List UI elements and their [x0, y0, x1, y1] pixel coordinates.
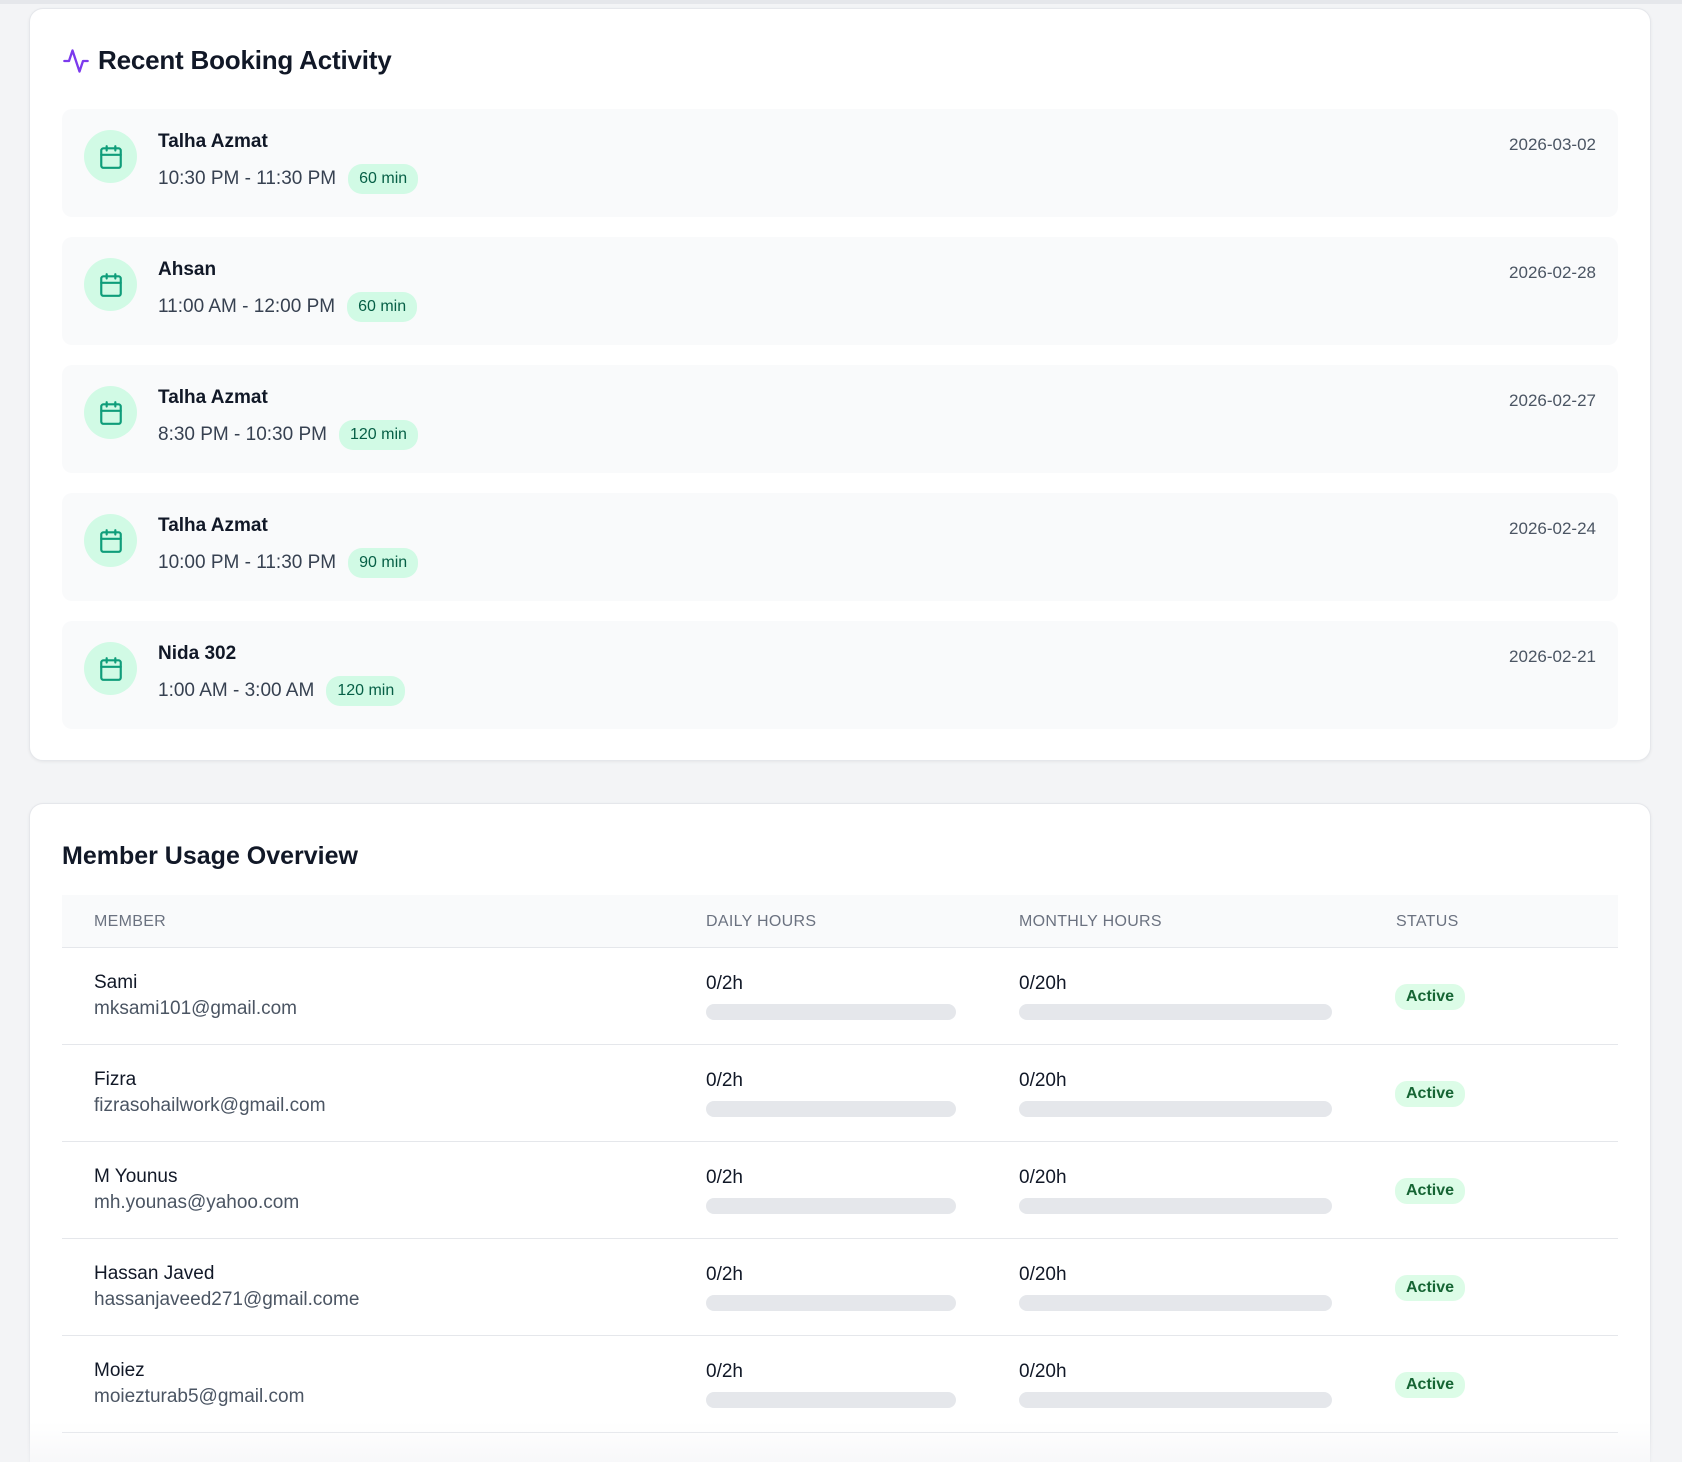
table-header: MEMBER DAILY HOURS MONTHLY HOURS STATUS — [62, 895, 1618, 948]
booking-member-name: Nida 302 — [158, 643, 237, 664]
calendar-icon — [84, 642, 137, 695]
calendar-icon — [84, 386, 137, 439]
monthly-hours-progress-bar — [1019, 1198, 1332, 1214]
monthly-hours-value: 0/20h — [1019, 973, 1067, 994]
daily-hours-progress-bar — [706, 1198, 956, 1214]
booking-time: 8:30 PM - 10:30 PM — [158, 424, 327, 445]
member-email: moiezturab5@gmail.com — [94, 1386, 305, 1407]
daily-hours-progress-bar — [706, 1101, 956, 1117]
column-header-monthly-hours: MONTHLY HOURS — [1019, 913, 1162, 930]
table-row[interactable]: Moiez moiezturab5@gmail.com 0/2h 0/20h A… — [62, 1336, 1618, 1433]
booking-time-row: 10:30 PM - 11:30 PM 60 min — [158, 164, 419, 194]
daily-hours-progress-bar — [706, 1295, 956, 1311]
calendar-icon — [84, 258, 137, 311]
duration-badge: 120 min — [338, 420, 418, 450]
booking-time: 1:00 AM - 3:00 AM — [158, 680, 315, 701]
status-badge: Active — [1395, 1372, 1466, 1398]
daily-hours-value: 0/2h — [706, 1070, 743, 1091]
booking-date: 2026-02-27 — [1509, 391, 1596, 410]
column-header-member: MEMBER — [94, 913, 167, 930]
booking-date: 2026-02-24 — [1509, 519, 1596, 538]
duration-badge: 60 min — [347, 292, 418, 322]
daily-hours-progress-bar — [706, 1004, 956, 1020]
recent-booking-activity-card: Recent Booking Activity Talha Azmat 10:3… — [29, 8, 1651, 761]
booking-member-name: Talha Azmat — [158, 387, 268, 408]
booking-item[interactable]: Talha Azmat 10:30 PM - 11:30 PM 60 min 2… — [62, 109, 1618, 217]
booking-time-row: 1:00 AM - 3:00 AM 120 min — [158, 676, 406, 706]
booking-member-name: Talha Azmat — [158, 131, 268, 152]
booking-item[interactable]: Nida 302 1:00 AM - 3:00 AM 120 min 2026-… — [62, 621, 1618, 729]
monthly-hours-value: 0/20h — [1019, 1264, 1067, 1285]
booking-item[interactable]: Talha Azmat 10:00 PM - 11:30 PM 90 min 2… — [62, 493, 1618, 601]
booking-time: 10:00 PM - 11:30 PM — [158, 552, 337, 573]
monthly-hours-progress-bar — [1019, 1101, 1332, 1117]
daily-hours-value: 0/2h — [706, 1167, 743, 1188]
top-divider — [0, 0, 1682, 4]
monthly-hours-progress-bar — [1019, 1295, 1332, 1311]
booking-date: 2026-03-02 — [1509, 135, 1596, 154]
booking-time-row: 10:00 PM - 11:30 PM 90 min — [158, 548, 419, 578]
duration-badge: 120 min — [326, 676, 406, 706]
member-name: M Younus — [94, 1166, 178, 1187]
status-badge: Active — [1395, 1275, 1466, 1301]
member-usage-table: MEMBER DAILY HOURS MONTHLY HOURS STATUS … — [62, 895, 1618, 1433]
member-email: fizrasohailwork@gmail.com — [94, 1095, 326, 1116]
pulse-icon — [62, 47, 90, 75]
table-row[interactable]: Fizra fizrasohailwork@gmail.com 0/2h 0/2… — [62, 1045, 1618, 1142]
booking-member-name: Talha Azmat — [158, 515, 268, 536]
calendar-icon — [84, 130, 137, 183]
booking-member-name: Ahsan — [158, 259, 217, 280]
daily-hours-value: 0/2h — [706, 1361, 743, 1382]
usage-title: Member Usage Overview — [62, 842, 358, 870]
member-email: mksami101@gmail.com — [94, 998, 298, 1019]
column-header-status: STATUS — [1396, 913, 1459, 930]
status-badge: Active — [1395, 1178, 1466, 1204]
status-badge: Active — [1395, 984, 1466, 1010]
booking-time: 11:00 AM - 12:00 PM — [158, 296, 336, 317]
booking-date: 2026-02-28 — [1509, 263, 1596, 282]
member-email: hassanjaveed271@gmail.come — [94, 1289, 360, 1310]
booking-date: 2026-02-21 — [1509, 647, 1596, 666]
daily-hours-value: 0/2h — [706, 1264, 743, 1285]
booking-list: Talha Azmat 10:30 PM - 11:30 PM 60 min 2… — [62, 109, 1618, 749]
booking-time: 10:30 PM - 11:30 PM — [158, 168, 337, 189]
member-email: mh.younas@yahoo.com — [94, 1192, 300, 1213]
booking-item[interactable]: Talha Azmat 8:30 PM - 10:30 PM 120 min 2… — [62, 365, 1618, 473]
status-badge: Active — [1395, 1081, 1466, 1107]
activity-title: Recent Booking Activity — [98, 45, 392, 75]
booking-time-row: 11:00 AM - 12:00 PM 60 min — [158, 292, 418, 322]
table-row[interactable]: M Younus mh.younas@yahoo.com 0/2h 0/20h … — [62, 1142, 1618, 1239]
duration-badge: 60 min — [348, 164, 419, 194]
activity-header: Recent Booking Activity — [62, 45, 392, 76]
monthly-hours-value: 0/20h — [1019, 1070, 1067, 1091]
monthly-hours-value: 0/20h — [1019, 1167, 1067, 1188]
daily-hours-progress-bar — [706, 1392, 956, 1408]
monthly-hours-progress-bar — [1019, 1004, 1332, 1020]
booking-item[interactable]: Ahsan 11:00 AM - 12:00 PM 60 min 2026-02… — [62, 237, 1618, 345]
member-usage-overview-card: Member Usage Overview MEMBER DAILY HOURS… — [29, 803, 1651, 1462]
column-header-daily-hours: DAILY HOURS — [706, 913, 817, 930]
member-name: Moiez — [94, 1360, 145, 1381]
member-name: Fizra — [94, 1069, 137, 1090]
member-name: Sami — [94, 972, 138, 993]
member-name: Hassan Javed — [94, 1263, 215, 1284]
table-row[interactable]: Sami mksami101@gmail.com 0/2h 0/20h Acti… — [62, 948, 1618, 1045]
duration-badge: 90 min — [348, 548, 419, 578]
calendar-icon — [84, 514, 137, 567]
monthly-hours-value: 0/20h — [1019, 1361, 1067, 1382]
daily-hours-value: 0/2h — [706, 973, 743, 994]
table-row[interactable]: Hassan Javed hassanjaveed271@gmail.come … — [62, 1239, 1618, 1336]
booking-time-row: 8:30 PM - 10:30 PM 120 min — [158, 420, 418, 450]
monthly-hours-progress-bar — [1019, 1392, 1332, 1408]
